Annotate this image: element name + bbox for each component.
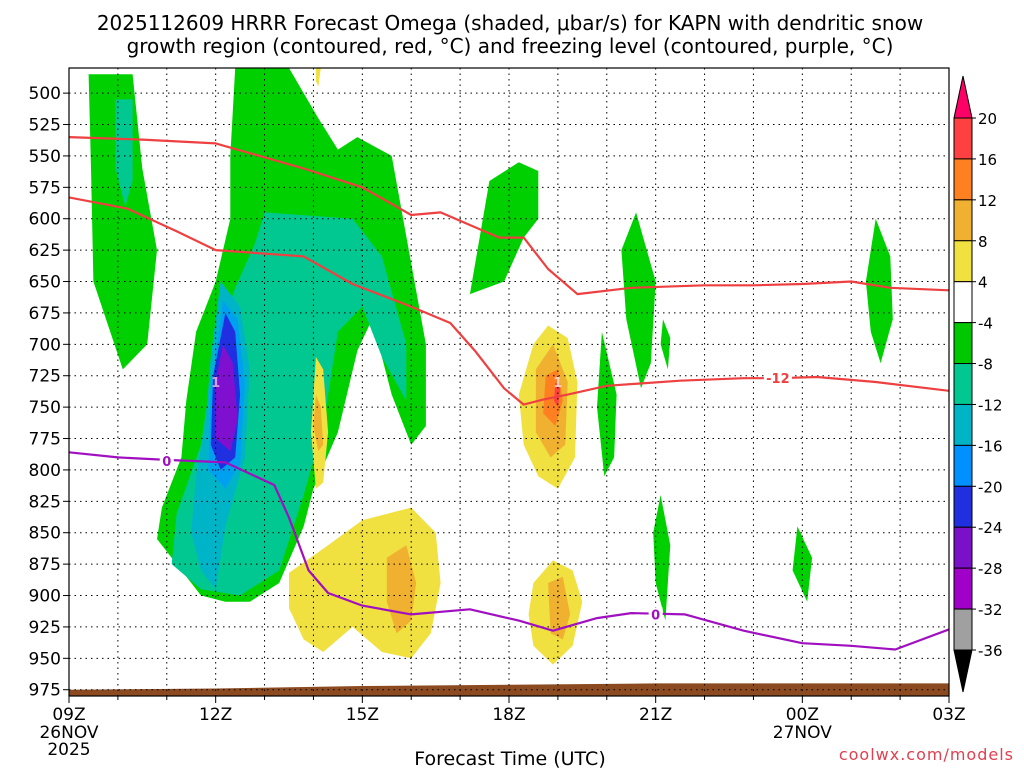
colorbar-label--16: -16: [978, 437, 1003, 455]
x-axis-label: Forecast Time (UTC): [414, 748, 605, 768]
contour-label-4: 1: [553, 376, 562, 391]
x-tick-label-15Z: 15Z: [346, 705, 379, 725]
omega-region-1: [115, 99, 133, 207]
y-tick-label-725: 725: [29, 367, 61, 387]
colorbar-label--36: -36: [978, 642, 1003, 660]
colorbar-label-16: 16: [978, 151, 997, 169]
colorbar-box-7: [953, 403, 973, 446]
y-axis: 500 525 550 575 600 625 650 675 700 725 750 775 800 8…: [29, 84, 69, 701]
y-tick-label-550: 550: [29, 147, 61, 167]
x-tick-label-21Z: 21Z: [639, 705, 672, 725]
y-tick-label-500: 500: [29, 84, 61, 104]
colorbar-box-11: [953, 567, 973, 610]
chart-title-line1: 2025112609 HRRR Forecast Omega (shaded, …: [97, 11, 923, 35]
colorbar-box-10: [953, 526, 973, 569]
colorbar-label--8: -8: [978, 356, 993, 374]
y-tick-label-875: 875: [29, 555, 61, 575]
x-date-label-09Z: 26NOV: [39, 723, 98, 743]
watermark: coolwx.com/models: [839, 745, 1014, 764]
omega-region-25: [315, 68, 321, 87]
x-tick-label-18Z: 18Z: [492, 705, 525, 725]
contour-label-1: 0: [651, 608, 660, 623]
colorbar-box-3: [953, 240, 973, 283]
omega-region-8: [469, 162, 539, 295]
x-tick-label-12Z: 12Z: [199, 705, 232, 725]
x-date-label-00Z: 27NOV: [773, 723, 832, 743]
colorbar-bottom-arrow: [953, 649, 973, 693]
colorbar-box-4: [953, 281, 973, 324]
omega-region-22: [554, 382, 561, 408]
colorbar-label--24: -24: [978, 519, 1003, 537]
y-tick-label-775: 775: [29, 430, 61, 450]
colorbar-label--20: -20: [978, 478, 1003, 496]
y-tick-label-600: 600: [29, 210, 61, 230]
contour-label-bg-2: [763, 371, 792, 386]
y-tick-label-575: 575: [29, 178, 61, 198]
colorbar-box-6: [953, 363, 973, 405]
omega-region-11: [660, 319, 671, 370]
y-tick-label-950: 950: [29, 649, 61, 669]
omega-region-24: [548, 576, 571, 640]
colorbar-label-12: 12: [978, 192, 997, 210]
contour-label-2: -12: [766, 372, 790, 387]
colorbar-box-8: [953, 444, 973, 487]
chart-title-line2: growth region (contoured, red, °C) and f…: [127, 34, 894, 58]
colorbar-label-4: 4: [978, 274, 988, 292]
omega-region-14: [865, 218, 893, 364]
contour-dendritic-upper: [69, 136, 949, 296]
colorbar-label--32: -32: [978, 601, 1003, 619]
omega-region-12: [653, 495, 671, 621]
y-tick-label-625: 625: [29, 241, 61, 261]
omega-region-0: [88, 74, 157, 370]
x-tick-label-09Z: 09Z: [52, 705, 85, 725]
colorbar-box-12: [953, 608, 973, 651]
y-tick-label-525: 525: [29, 116, 61, 136]
y-tick-label-925: 925: [29, 618, 61, 638]
contour-labels: 0 0 -12 1 1: [159, 371, 792, 623]
colorbar-box-2: [953, 199, 973, 242]
colorbar-label-20: 20: [978, 110, 997, 128]
contour-label-bg-0: [159, 454, 174, 469]
y-tick-label-900: 900: [29, 587, 61, 607]
colorbar-label--12: -12: [978, 396, 1003, 414]
colorbar-label-8: 8: [978, 233, 988, 251]
contour-label-bg-1: [648, 607, 663, 622]
contour-label-0: 0: [162, 455, 171, 470]
colorbar-box-5: [953, 322, 973, 365]
y-tick-label-750: 750: [29, 398, 61, 418]
y-tick-label-800: 800: [29, 461, 61, 481]
x-tick-label-00Z: 00Z: [786, 705, 819, 725]
colorbar-label--28: -28: [978, 560, 1003, 578]
x-year-label-09Z: 2025: [47, 740, 90, 760]
contour-label-3: 1: [211, 376, 220, 391]
colorbar-box-9: [953, 485, 973, 528]
y-tick-label-650: 650: [29, 273, 61, 293]
contour-freezing-level: [69, 451, 949, 651]
y-tick-label-700: 700: [29, 335, 61, 355]
y-tick-label-975: 975: [29, 681, 61, 701]
x-tick-label-03Z: 03Z: [932, 705, 965, 725]
omega-region-7: [215, 344, 238, 452]
colorbar-box-0: [953, 117, 973, 160]
y-tick-label-850: 850: [29, 524, 61, 544]
colorbar: 20 16 12 8 4 -4 -8 -12 -16 -20 -24 -28 -32 -36: [953, 75, 1003, 693]
y-tick-label-675: 675: [29, 304, 61, 324]
y-tick-label-825: 825: [29, 492, 61, 512]
colorbar-top-arrow: [953, 75, 973, 119]
colorbar-box-1: [953, 158, 973, 201]
colorbar-label--4: -4: [978, 315, 993, 333]
omega-region-16: [313, 394, 324, 452]
